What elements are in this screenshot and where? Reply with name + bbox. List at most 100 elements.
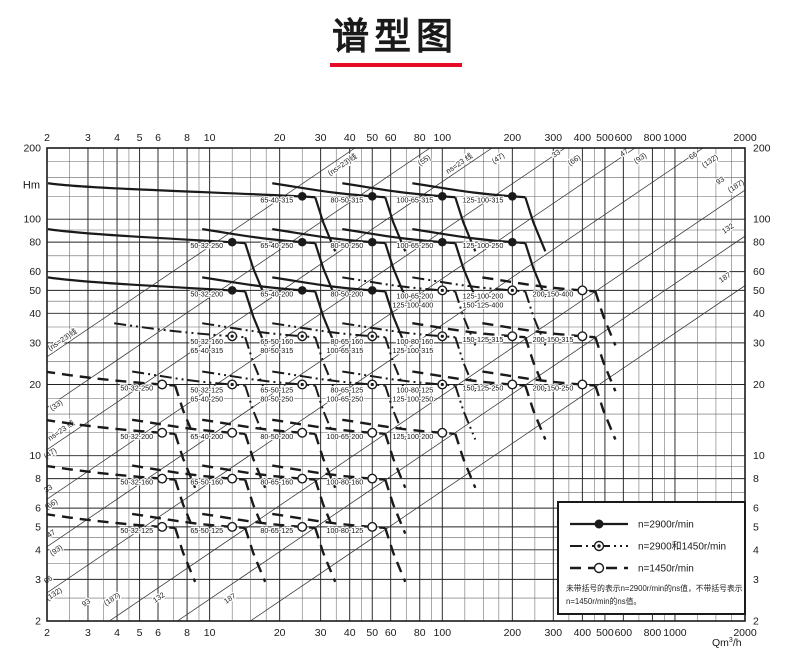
- svg-text:200: 200: [23, 143, 41, 155]
- svg-text:2: 2: [44, 627, 50, 639]
- svg-text:6: 6: [35, 503, 41, 515]
- page-title: 谱型图: [332, 16, 458, 57]
- svg-text:150-125-315: 150-125-315: [463, 335, 504, 344]
- svg-text:200-150-400: 200-150-400: [533, 289, 574, 298]
- svg-text:50: 50: [366, 132, 378, 144]
- svg-text:50: 50: [366, 627, 378, 639]
- svg-text:132: 132: [720, 221, 735, 235]
- svg-text:33: 33: [550, 148, 562, 160]
- svg-text:50-32-200: 50-32-200: [190, 289, 223, 298]
- svg-text:40: 40: [344, 132, 356, 144]
- svg-text:80-50-200: 80-50-200: [330, 289, 363, 298]
- svg-text:200: 200: [504, 627, 522, 639]
- svg-text:100-65-200: 100-65-200: [397, 291, 434, 300]
- svg-text:8: 8: [184, 627, 190, 639]
- svg-text:6: 6: [155, 627, 161, 639]
- svg-text:80-50-250: 80-50-250: [260, 395, 293, 404]
- svg-text:2: 2: [44, 132, 50, 144]
- svg-text:50: 50: [753, 285, 765, 297]
- svg-text:40: 40: [753, 308, 765, 320]
- svg-text:(66): (66): [566, 152, 583, 167]
- svg-text:100-65-315: 100-65-315: [397, 195, 434, 204]
- svg-text:10: 10: [204, 627, 216, 639]
- svg-text:300: 300: [545, 132, 563, 144]
- svg-text:80: 80: [753, 237, 765, 249]
- svg-text:6: 6: [155, 132, 161, 144]
- svg-text:5: 5: [137, 627, 143, 639]
- svg-text:30: 30: [753, 337, 765, 349]
- svg-text:100: 100: [434, 132, 452, 144]
- svg-text:600: 600: [615, 132, 633, 144]
- svg-text:6: 6: [753, 503, 759, 515]
- svg-text:(132): (132): [700, 152, 720, 170]
- svg-text:4: 4: [753, 544, 759, 556]
- svg-text:30: 30: [29, 337, 41, 349]
- svg-text:(ns=23)线: (ns=23)线: [46, 326, 79, 353]
- svg-text:1000: 1000: [663, 627, 687, 639]
- svg-text:65-40-250: 65-40-250: [190, 395, 223, 404]
- svg-text:400: 400: [574, 132, 592, 144]
- pump-markers: [157, 191, 588, 532]
- svg-text:65-40-250: 65-40-250: [260, 241, 293, 250]
- legend: n=2900r/min n=2900和1450r/min n=1450r/min 未带…: [557, 501, 746, 615]
- svg-text:5: 5: [137, 132, 143, 144]
- svg-text:(93): (93): [48, 542, 65, 557]
- svg-text:100: 100: [23, 214, 41, 226]
- svg-text:(47): (47): [42, 445, 59, 460]
- svg-text:50-32-200: 50-32-200: [120, 432, 153, 441]
- svg-text:100-80-125: 100-80-125: [397, 386, 434, 395]
- svg-text:150-125-250: 150-125-250: [463, 384, 504, 393]
- pump-curves: [47, 182, 617, 583]
- svg-text:1000: 1000: [663, 132, 687, 144]
- svg-text:150-125-400: 150-125-400: [463, 300, 504, 309]
- svg-text:80-50-200: 80-50-200: [260, 432, 293, 441]
- svg-text:125-100-250: 125-100-250: [463, 241, 504, 250]
- svg-text:30: 30: [315, 627, 327, 639]
- ns-lines: [47, 148, 745, 621]
- svg-text:2: 2: [35, 616, 41, 628]
- svg-text:50-32-125: 50-32-125: [120, 526, 153, 535]
- svg-text:50-32-250: 50-32-250: [120, 384, 153, 393]
- pump-labels: 65-40-315 80-50-315 100-65-315 125-100-315 5…: [119, 194, 574, 536]
- svg-text:(187): (187): [726, 177, 746, 195]
- svg-text:2000: 2000: [733, 132, 757, 144]
- svg-text:33: 33: [42, 483, 54, 495]
- axis-titles: Hm Qm3/h: [22, 178, 743, 650]
- svg-text:80-50-315: 80-50-315: [330, 195, 363, 204]
- svg-text:60: 60: [385, 132, 397, 144]
- svg-text:8: 8: [35, 473, 41, 485]
- svg-text:30: 30: [315, 132, 327, 144]
- svg-text:65-50-125: 65-50-125: [260, 386, 293, 395]
- svg-text:65-40-315: 65-40-315: [190, 346, 223, 355]
- svg-text:80-50-250: 80-50-250: [330, 241, 363, 250]
- svg-text:20: 20: [29, 379, 41, 391]
- svg-text:3: 3: [85, 627, 91, 639]
- svg-text:80: 80: [414, 132, 426, 144]
- svg-text:4: 4: [35, 544, 41, 556]
- svg-text:80-65-160: 80-65-160: [260, 478, 293, 487]
- svg-text:n=1450r/min的ns值。: n=1450r/min的ns值。: [566, 596, 641, 606]
- svg-text:5: 5: [35, 521, 41, 533]
- svg-text:100-80-160: 100-80-160: [397, 337, 434, 346]
- svg-text:80-65-125: 80-65-125: [330, 386, 363, 395]
- svg-text:3: 3: [753, 574, 759, 586]
- svg-text:50-32-250: 50-32-250: [190, 241, 223, 250]
- svg-text:200-150-250: 200-150-250: [533, 384, 574, 393]
- svg-text:50-32-160: 50-32-160: [190, 337, 223, 346]
- svg-text:20: 20: [274, 132, 286, 144]
- svg-text:Hm: Hm: [23, 179, 40, 191]
- svg-text:125-100-400: 125-100-400: [393, 300, 434, 309]
- svg-text:200: 200: [753, 143, 771, 155]
- svg-text:300: 300: [545, 627, 563, 639]
- svg-text:60: 60: [29, 266, 41, 278]
- svg-text:(47): (47): [490, 150, 507, 165]
- svg-text:100-80-160: 100-80-160: [326, 478, 363, 487]
- svg-text:400: 400: [574, 627, 592, 639]
- svg-text:3: 3: [35, 574, 41, 586]
- svg-text:66: 66: [42, 574, 54, 586]
- svg-text:100-65-250: 100-65-250: [397, 241, 434, 250]
- svg-text:100: 100: [753, 214, 771, 226]
- svg-text:100-65-200: 100-65-200: [326, 432, 363, 441]
- svg-text:4: 4: [114, 627, 120, 639]
